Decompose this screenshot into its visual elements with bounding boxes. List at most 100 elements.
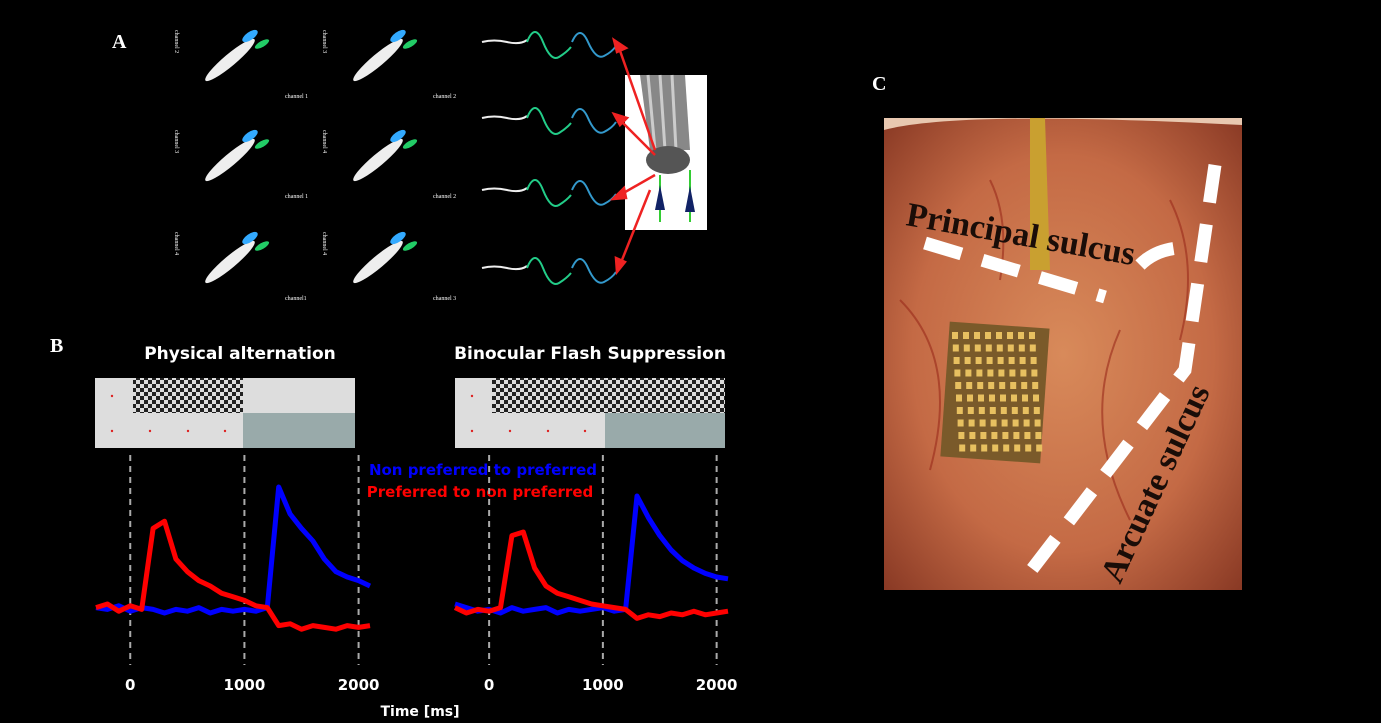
electrode-pad [1025,445,1031,452]
electrode-pad [965,357,971,364]
electrode-pad [979,407,985,414]
electrode-pad [1031,370,1037,377]
brain-photo [884,118,1242,590]
electrode-pad [1033,395,1039,402]
electrode-pad [991,432,997,439]
x-tick-label: 2000 [338,676,380,694]
electrode-pad [998,370,1004,377]
electrode-pad [969,432,975,439]
electrode-pad [986,345,992,352]
electrode-pad [1009,370,1015,377]
electrode-pad [958,420,964,427]
page: A channel 2 channel 1 channel 3 channel 2 ch… [0,0,1381,723]
electrode-pad [1002,420,1008,427]
electrode-pad [1024,432,1030,439]
electrode-pad [958,432,964,439]
electrode-pad [1019,345,1025,352]
electrode-pad [1034,407,1040,414]
electrode-pad [997,345,1003,352]
electrode-pad [1011,395,1017,402]
electrode-pad [1023,407,1029,414]
electrode-pad [980,432,986,439]
axis-label: channel 3 [433,296,456,302]
electrode-pad [1014,445,1020,452]
electrode-pad [965,370,971,377]
electrode-pad [1032,382,1038,389]
electrode-pad [1010,382,1016,389]
x-tick-label: 0 [125,676,135,694]
chart-title: Binocular Flash Suppression [454,344,726,364]
axis-label: channel 2 [433,194,456,200]
electrode-pad [1030,345,1036,352]
electrode-pad [1001,407,1007,414]
electrode-pad [955,382,961,389]
axis-label: channel 2 [433,94,456,100]
electrode-pad [1035,420,1041,427]
electrode-pad [980,420,986,427]
electrode-pad [1003,445,1009,452]
panel-label: B [50,335,63,357]
axis-label: channel 4 [173,232,179,255]
electrode-pad [985,332,991,339]
electrode-pad [1022,395,1028,402]
electrode-pad [1012,407,1018,414]
axis-label: channel 1 [285,194,308,200]
electrode-pad [1020,370,1026,377]
axis-label: channel 3 [321,30,327,53]
electrode-pad [953,345,959,352]
electrode-pad [974,332,980,339]
electrode-pad [1035,432,1041,439]
electrode-pad [1024,420,1030,427]
electrode-pad [1000,395,1006,402]
electrode-pad [954,370,960,377]
electrode-pad [952,332,958,339]
electrode-pad [987,370,993,377]
panel-label: C [872,73,886,95]
electrode-pad [1002,432,1008,439]
electrode-pad [1031,357,1037,364]
electrode-pad [1036,445,1042,452]
x-tick-label: 0 [484,676,494,694]
electrode-pad [990,407,996,414]
electrode-pad [978,395,984,402]
panel-label: A [112,31,127,53]
electrode-pad [1029,332,1035,339]
electrode-pad [981,445,987,452]
axis-label: channel 4 [321,232,327,255]
electrode-pad [988,382,994,389]
electrode-pad [976,357,982,364]
electrode-pad [956,395,962,402]
electrode-pad [966,382,972,389]
electrode-pad [977,382,983,389]
electrode-pad [989,395,995,402]
electrode-pad [963,332,969,339]
figure: A channel 2 channel 1 channel 3 channel 2 ch… [0,0,1381,723]
electrode-pad [1021,382,1027,389]
electrode-pad [964,345,970,352]
axis-label: channel1 [285,296,307,302]
electrode-pad [954,357,960,364]
chart-title: Physical alternation [144,344,336,364]
electrode-pad [959,445,965,452]
x-axis-label: Time [ms] [380,704,459,720]
electrode-pad [1007,332,1013,339]
axis-label: channel 2 [173,30,179,53]
electrode-pad [992,445,998,452]
electrode-pad [969,420,975,427]
electrode-pad [1020,357,1026,364]
electrode-pad [991,420,997,427]
x-tick-label: 1000 [224,676,266,694]
axis-label: channel 1 [285,94,308,100]
electrode-pad [967,395,973,402]
electrode-pad [976,370,982,377]
x-tick-label: 2000 [696,676,738,694]
legend-entry: Preferred to non preferred [367,483,594,501]
electrode-pad [999,382,1005,389]
electrode-pad [1018,332,1024,339]
electrode-pad [998,357,1004,364]
electrode-pad [975,345,981,352]
electrode-pad [1013,420,1019,427]
axis-label: channel 3 [173,130,179,153]
electrode-pad [987,357,993,364]
electrode-pad [1009,357,1015,364]
